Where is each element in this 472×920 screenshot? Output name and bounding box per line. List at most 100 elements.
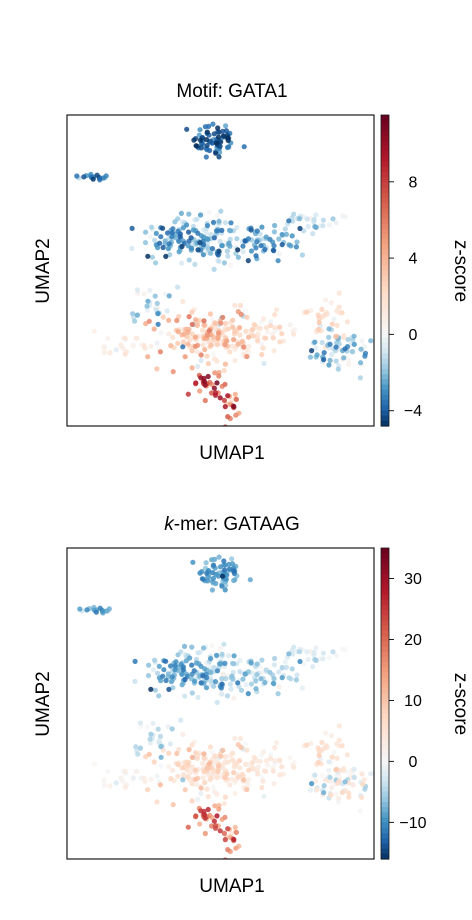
data-point — [277, 757, 283, 763]
data-point — [240, 676, 246, 682]
data-point — [181, 331, 187, 337]
data-point — [267, 756, 274, 762]
data-point — [212, 825, 219, 831]
data-point — [357, 808, 363, 814]
data-point — [185, 329, 191, 335]
data-point — [254, 228, 260, 234]
data-point — [339, 310, 345, 316]
colorbar-segment — [381, 605, 389, 611]
data-point — [202, 347, 208, 353]
data-point — [153, 260, 159, 266]
data-point — [320, 650, 326, 656]
data-point — [244, 786, 250, 793]
data-point — [204, 223, 211, 229]
data-point — [219, 676, 225, 682]
data-point — [182, 787, 188, 793]
data-point — [155, 311, 161, 317]
data-point — [217, 149, 223, 155]
data-point — [330, 649, 336, 655]
data-point — [146, 318, 152, 324]
data-point — [344, 752, 350, 758]
data-point — [158, 754, 164, 760]
data-point — [271, 676, 277, 682]
data-point — [229, 673, 235, 679]
data-point — [180, 344, 186, 350]
data-point — [170, 685, 176, 691]
data-point — [334, 322, 340, 328]
data-point — [267, 236, 273, 242]
data-point — [189, 245, 195, 251]
colorbar-segment — [381, 827, 389, 834]
colorbar-segment — [381, 765, 389, 772]
data-point — [237, 758, 243, 764]
data-point — [185, 762, 191, 768]
colorbar-segment — [381, 229, 389, 235]
data-point — [232, 357, 238, 364]
data-point — [349, 349, 355, 355]
data-point — [217, 564, 224, 570]
data-point — [254, 672, 260, 678]
data-point — [178, 717, 184, 723]
data-point — [204, 765, 210, 771]
data-point — [198, 352, 204, 358]
data-point — [135, 751, 141, 757]
data-point — [226, 566, 233, 572]
data-point — [195, 230, 201, 236]
data-point — [201, 751, 207, 757]
data-point — [156, 663, 162, 670]
data-point — [185, 824, 191, 830]
data-point — [237, 332, 243, 338]
data-point — [271, 248, 277, 254]
data-point — [146, 751, 152, 757]
colorbar-segment — [381, 553, 389, 559]
colorbar-segment — [381, 420, 389, 427]
colorbar-segment — [381, 568, 389, 575]
data-point — [197, 127, 203, 133]
data-point — [205, 236, 211, 242]
data-point — [322, 312, 328, 318]
data-point — [307, 354, 313, 360]
data-point — [113, 780, 119, 786]
data-point — [239, 338, 245, 344]
data-point — [205, 361, 211, 367]
data-point — [214, 358, 220, 364]
data-point — [169, 230, 175, 236]
colorbar-segment — [381, 729, 389, 736]
data-point — [346, 794, 352, 800]
data-point — [174, 317, 180, 324]
data-point — [165, 724, 171, 730]
data-point — [84, 607, 90, 613]
data-point — [231, 653, 237, 659]
data-point — [329, 351, 335, 358]
data-point — [222, 814, 228, 820]
data-point — [310, 664, 316, 670]
data-point — [155, 321, 161, 327]
data-point — [321, 783, 327, 789]
colorbar-segment — [381, 327, 389, 334]
data-point — [323, 297, 329, 303]
data-point — [246, 767, 252, 773]
data-point — [293, 677, 299, 683]
data-point — [279, 764, 285, 770]
data-point — [207, 311, 213, 317]
data-point — [248, 660, 254, 666]
data-point — [165, 230, 171, 236]
data-point — [272, 312, 278, 318]
data-point — [152, 293, 158, 299]
data-point — [211, 664, 217, 671]
data-point — [313, 345, 319, 351]
data-point — [184, 222, 190, 228]
data-point — [181, 772, 187, 778]
data-point — [213, 580, 219, 587]
data-point — [299, 685, 305, 691]
data-point — [197, 137, 204, 143]
data-point — [219, 583, 225, 589]
data-point — [222, 660, 228, 667]
data-point — [242, 741, 248, 747]
data-point — [175, 340, 181, 346]
data-point — [224, 135, 230, 141]
colorbar-segment — [381, 698, 389, 705]
data-point — [259, 224, 265, 230]
colorbar-segment — [381, 838, 389, 845]
data-point — [217, 238, 223, 245]
